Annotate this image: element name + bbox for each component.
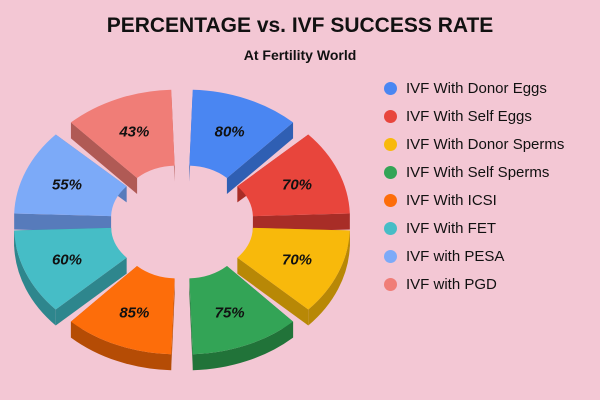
slice-7 <box>14 134 127 233</box>
slice-side-wall <box>237 257 309 326</box>
slice-8 <box>70 89 175 195</box>
legend-item-3: IVF With Donor Sperms <box>384 130 600 158</box>
slice-label-6: 60% <box>52 252 82 269</box>
slice-side-wall <box>226 122 294 195</box>
slice-outer-wall <box>70 321 172 371</box>
legend-item-6: IVF With FET <box>384 214 600 242</box>
slice-4 <box>189 265 294 371</box>
legend-swatch <box>384 81 397 95</box>
slice-label-5: 85% <box>119 305 149 322</box>
slice-label-8: 43% <box>118 123 149 140</box>
slice-side-wall <box>14 213 112 233</box>
legend-item-5: IVF With ICSI <box>384 186 600 214</box>
legend-item-7: IVF with PESA <box>384 242 600 270</box>
slice-outer-wall <box>192 321 294 371</box>
slice-side-wall <box>189 278 193 371</box>
legend-swatch <box>384 277 397 291</box>
slice-label-7: 55% <box>52 176 82 193</box>
slice-top-2 <box>237 134 350 217</box>
legend-swatch <box>384 193 397 207</box>
slice-top-6 <box>14 227 127 310</box>
legend-item-2: IVF With Self Eggs <box>384 102 600 130</box>
slice-6 <box>14 227 127 326</box>
legend-label: IVF With Donor Eggs <box>406 79 547 97</box>
slice-label-1: 80% <box>215 123 245 140</box>
chart-title: PERCENTAGE vs. IVF SUCCESS RATE <box>106 14 494 37</box>
slice-top-4 <box>189 265 294 355</box>
chart-subtitle: At Fertility World <box>243 47 357 63</box>
slice-2 <box>237 134 350 233</box>
slice-top-5 <box>70 265 175 355</box>
slice-label-4: 75% <box>215 305 245 322</box>
slice-outer-wall <box>14 230 56 326</box>
slice-top-8 <box>70 89 175 179</box>
legend-swatch <box>384 221 397 235</box>
slice-3 <box>237 227 350 326</box>
slice-side-wall <box>70 122 138 195</box>
slice-5 <box>70 265 175 371</box>
slice-top-3 <box>237 227 350 310</box>
legend-label: IVF With Self Sperms <box>406 163 550 181</box>
chart-legend: IVF With Donor Eggs IVF With Self Eggs IVF… <box>384 74 600 298</box>
slice-top-1 <box>189 89 294 179</box>
slice-label-3: 70% <box>282 252 312 269</box>
legend-swatch <box>384 165 397 179</box>
slice-outer-wall <box>308 230 350 326</box>
legend-item-4: IVF With Self Sperms <box>384 158 600 186</box>
slice-side-wall <box>252 213 350 233</box>
legend-label: IVF with PESA <box>406 247 505 265</box>
legend-label: IVF With FET <box>406 219 496 237</box>
slice-side-wall <box>55 257 127 326</box>
legend-swatch <box>384 109 397 123</box>
legend-swatch <box>384 249 397 263</box>
slice-top-7 <box>14 134 127 217</box>
legend-item-8: IVF with PGD <box>384 270 600 298</box>
slice-label-2: 70% <box>282 176 312 193</box>
legend-item-1: IVF With Donor Eggs <box>384 74 600 102</box>
legend-label: IVF With Self Eggs <box>406 107 532 125</box>
legend-label: IVF With Donor Sperms <box>406 135 565 153</box>
slice-1 <box>189 89 294 195</box>
slice-side-wall <box>171 278 175 371</box>
legend-label: IVF with PGD <box>406 275 497 293</box>
legend-label: IVF With ICSI <box>406 191 497 209</box>
legend-swatch <box>384 137 397 151</box>
